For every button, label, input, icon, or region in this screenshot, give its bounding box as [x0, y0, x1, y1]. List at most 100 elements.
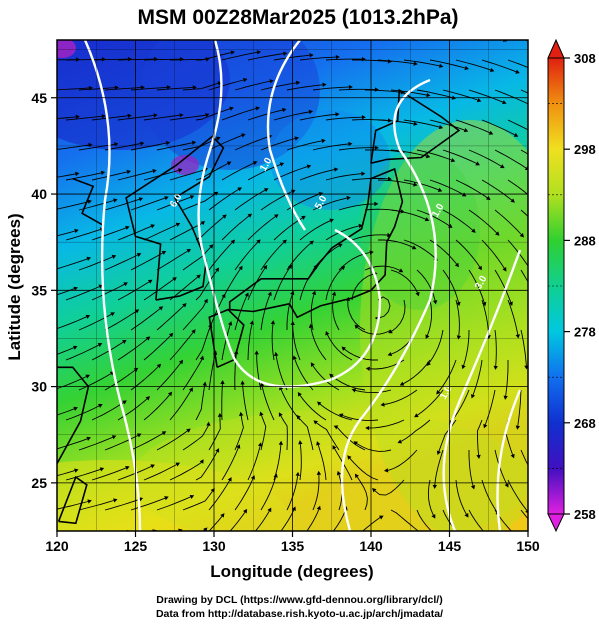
streamline: [131, 30, 167, 31]
streamline: [260, 415, 267, 451]
streamline: [195, 270, 218, 301]
streamline-arrow: [348, 141, 353, 147]
streamline: [53, 30, 89, 31]
streamline-arrow: [113, 498, 118, 503]
streamline-arrow: [153, 113, 158, 118]
streamline: [299, 444, 302, 481]
streamline: [327, 334, 353, 361]
streamline-arrow: [138, 197, 144, 202]
streamline-arrow: [279, 162, 285, 167]
streamline-arrow: [461, 364, 466, 370]
streamline-arrow: [250, 475, 255, 480]
streamline: [57, 438, 88, 450]
streamline-arrow: [338, 243, 343, 248]
streamline-arrow: [380, 402, 385, 407]
streamline: [374, 479, 405, 496]
streamline: [169, 169, 205, 181]
streamline-arrow: [534, 562, 539, 566]
streamline-arrow: [243, 77, 248, 83]
streamline: [286, 242, 312, 271]
streamline-arrow: [97, 343, 103, 348]
x-tick-label: 150: [516, 538, 540, 554]
streamline: [403, 59, 440, 67]
streamline: [312, 143, 349, 151]
streamline-arrow: [114, 142, 119, 147]
streamline: [442, 269, 459, 303]
streamline: [117, 398, 148, 421]
streamline: [325, 58, 362, 61]
streamline-arrow: [374, 201, 379, 207]
streamline-arrow: [464, 65, 469, 71]
streamline: [78, 373, 112, 391]
streamline: [292, 324, 301, 361]
streamline-arrow: [127, 56, 132, 62]
streamline: [130, 433, 164, 451]
streamline-arrow: [341, 346, 347, 351]
streamline: [507, 59, 528, 69]
streamline: [208, 480, 230, 511]
streamline: [347, 300, 366, 331]
streamline: [352, 59, 389, 62]
streamline: [66, 533, 101, 540]
streamline: [442, 149, 477, 164]
streamline-arrow: [175, 222, 181, 227]
streamline: [356, 443, 392, 452]
streamline-arrow: [191, 329, 196, 334]
streamline-arrow: [127, 113, 132, 118]
streamline-arrow: [203, 298, 208, 304]
streamline: [117, 338, 148, 361]
streamline-arrow: [316, 441, 321, 446]
streamline-arrow: [535, 396, 539, 400]
streamline: [273, 111, 310, 121]
streamline: [208, 242, 233, 271]
streamline: [547, 30, 580, 44]
streamline-arrow: [126, 169, 131, 175]
streamline-arrow: [239, 411, 244, 417]
streamline: [416, 149, 452, 161]
streamline-arrow: [113, 198, 118, 203]
streamline: [169, 462, 202, 481]
streamline: [104, 86, 141, 91]
streamline: [208, 79, 244, 91]
streamline: [130, 142, 167, 151]
streamline-arrow: [321, 138, 326, 144]
streamline: [391, 30, 427, 35]
pressure-contours: 6.01.05.0 1.03.01.0: [83, 40, 522, 531]
streamline-arrow: [316, 470, 322, 475]
streamline: [221, 51, 258, 61]
streamline: [365, 30, 401, 33]
streamline-arrow: [255, 106, 260, 111]
streamline-arrow: [536, 481, 540, 486]
streamline-arrow: [508, 301, 513, 307]
lat-lon-grid: [57, 40, 528, 531]
streamline: [390, 209, 426, 220]
streamline: [208, 416, 221, 451]
x-axis-label: Longitude (degrees): [210, 562, 373, 581]
streamline-arrow: [413, 61, 418, 66]
streamline-arrow: [397, 439, 403, 444]
streamline-arrow: [333, 425, 339, 430]
streamline-arrow: [543, 452, 547, 457]
streamline: [507, 479, 528, 511]
streamline-arrow: [361, 171, 366, 176]
streamline: [143, 58, 181, 61]
streamline-arrow: [387, 351, 393, 357]
streamline-arrow: [575, 169, 580, 173]
streamline-arrow: [125, 465, 130, 471]
streamline-arrow: [475, 161, 480, 166]
streamline: [442, 209, 473, 231]
streamline-arrow: [278, 412, 283, 417]
streamline-arrow: [209, 244, 214, 249]
streamline-arrow: [287, 264, 293, 270]
streamline-arrow: [72, 345, 78, 350]
streamline: [65, 229, 101, 241]
streamline: [57, 173, 76, 178]
coastline: [370, 88, 461, 164]
streamline: [91, 341, 124, 361]
streamline-arrow: [388, 329, 393, 334]
streamline-arrow: [282, 107, 287, 113]
streamline-arrow: [322, 82, 327, 87]
pressure-contour: [496, 389, 522, 531]
streamline: [91, 467, 127, 481]
streamline-arrow: [297, 392, 302, 397]
